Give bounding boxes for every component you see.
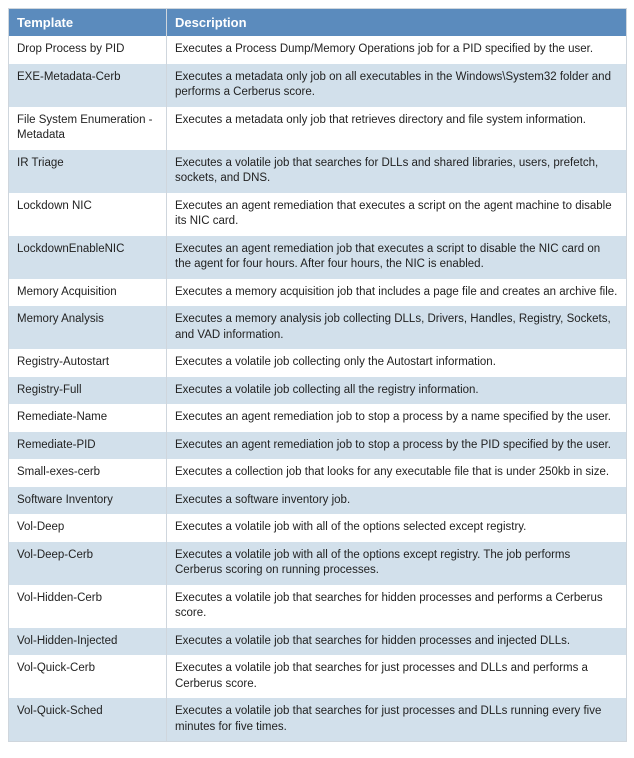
table-row: Memory Acquisition Executes a memory acq… <box>9 279 627 307</box>
table-row: Registry-Autostart Executes a volatile j… <box>9 349 627 377</box>
table-row: Vol-Deep Executes a volatile job with al… <box>9 514 627 542</box>
col-header-description: Description <box>167 9 627 37</box>
cell-template: Memory Acquisition <box>9 279 167 307</box>
cell-description: Executes a volatile job collecting all t… <box>167 377 627 405</box>
cell-template: EXE-Metadata-Cerb <box>9 64 167 107</box>
table-row: Vol-Quick-Sched Executes a volatile job … <box>9 698 627 742</box>
cell-description: Executes a volatile job with all of the … <box>167 514 627 542</box>
cell-description: Executes a volatile job that searches fo… <box>167 628 627 656</box>
cell-description: Executes a software inventory job. <box>167 487 627 515</box>
cell-template: Registry-Autostart <box>9 349 167 377</box>
table-row: LockdownEnableNIC Executes an agent reme… <box>9 236 627 279</box>
cell-template: Vol-Deep-Cerb <box>9 542 167 585</box>
table-row: Registry-Full Executes a volatile job co… <box>9 377 627 405</box>
cell-description: Executes an agent remediation job to sto… <box>167 404 627 432</box>
table-row: Software Inventory Executes a software i… <box>9 487 627 515</box>
cell-description: Executes a memory acquisition job that i… <box>167 279 627 307</box>
cell-description: Executes a metadata only job that retrie… <box>167 107 627 150</box>
table-row: EXE-Metadata-Cerb Executes a metadata on… <box>9 64 627 107</box>
cell-description: Executes a Process Dump/Memory Operation… <box>167 36 627 64</box>
table-row: Remediate-PID Executes an agent remediat… <box>9 432 627 460</box>
table-row: Vol-Hidden-Cerb Executes a volatile job … <box>9 585 627 628</box>
cell-template: Vol-Hidden-Injected <box>9 628 167 656</box>
table-header-row: Template Description <box>9 9 627 37</box>
cell-template: Registry-Full <box>9 377 167 405</box>
cell-description: Executes a volatile job with all of the … <box>167 542 627 585</box>
cell-description: Executes an agent remediation that execu… <box>167 193 627 236</box>
cell-description: Executes an agent remediation job that e… <box>167 236 627 279</box>
cell-template: Drop Process by PID <box>9 36 167 64</box>
cell-template: Small-exes-cerb <box>9 459 167 487</box>
cell-description: Executes a volatile job that searches fo… <box>167 655 627 698</box>
table-row: Lockdown NIC Executes an agent remediati… <box>9 193 627 236</box>
table-body: Drop Process by PID Executes a Process D… <box>9 36 627 742</box>
table-row: Small-exes-cerb Executes a collection jo… <box>9 459 627 487</box>
cell-template: Remediate-PID <box>9 432 167 460</box>
table-row: Memory Analysis Executes a memory analys… <box>9 306 627 349</box>
cell-description: Executes a volatile job that searches fo… <box>167 585 627 628</box>
templates-table: Template Description Drop Process by PID… <box>8 8 627 742</box>
cell-description: Executes a volatile job that searches fo… <box>167 698 627 742</box>
cell-template: Vol-Hidden-Cerb <box>9 585 167 628</box>
cell-description: Executes a volatile job collecting only … <box>167 349 627 377</box>
cell-description: Executes a memory analysis job collectin… <box>167 306 627 349</box>
cell-template: Vol-Quick-Sched <box>9 698 167 742</box>
cell-description: Executes a metadata only job on all exec… <box>167 64 627 107</box>
table-row: Vol-Hidden-Injected Executes a volatile … <box>9 628 627 656</box>
table-row: Drop Process by PID Executes a Process D… <box>9 36 627 64</box>
cell-template: Vol-Quick-Cerb <box>9 655 167 698</box>
cell-template: Memory Analysis <box>9 306 167 349</box>
cell-template: Software Inventory <box>9 487 167 515</box>
cell-template: File System Enumeration - Metadata <box>9 107 167 150</box>
cell-template: LockdownEnableNIC <box>9 236 167 279</box>
table-row: Vol-Quick-Cerb Executes a volatile job t… <box>9 655 627 698</box>
table-row: Remediate-Name Executes an agent remedia… <box>9 404 627 432</box>
col-header-template: Template <box>9 9 167 37</box>
cell-description: Executes a collection job that looks for… <box>167 459 627 487</box>
cell-template: Vol-Deep <box>9 514 167 542</box>
cell-template: Remediate-Name <box>9 404 167 432</box>
cell-description: Executes an agent remediation job to sto… <box>167 432 627 460</box>
cell-template: IR Triage <box>9 150 167 193</box>
cell-description: Executes a volatile job that searches fo… <box>167 150 627 193</box>
table-row: Vol-Deep-Cerb Executes a volatile job wi… <box>9 542 627 585</box>
table-row: IR Triage Executes a volatile job that s… <box>9 150 627 193</box>
table-row: File System Enumeration - Metadata Execu… <box>9 107 627 150</box>
cell-template: Lockdown NIC <box>9 193 167 236</box>
